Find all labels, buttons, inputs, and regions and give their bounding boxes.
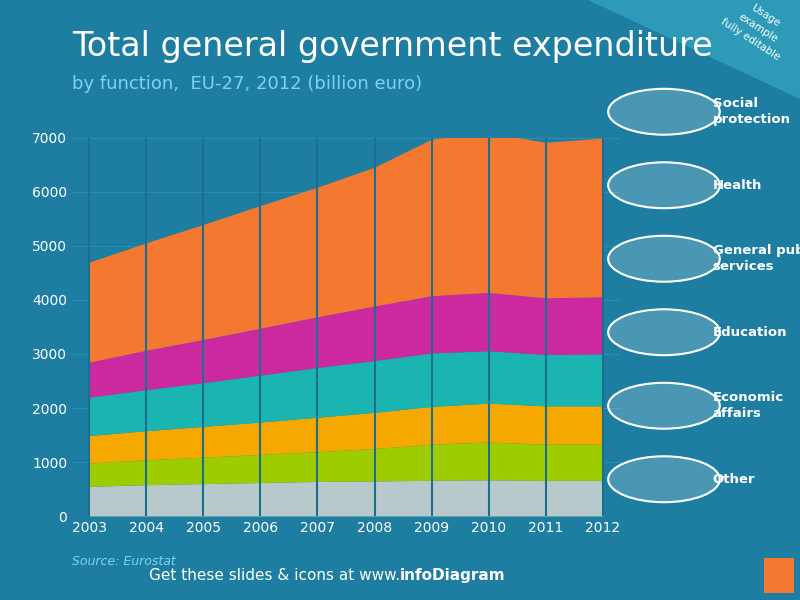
Text: by function,  EU-27, 2012 (billion euro): by function, EU-27, 2012 (billion euro): [72, 75, 422, 93]
Text: General public
services: General public services: [713, 244, 800, 273]
Text: Total general government expenditure: Total general government expenditure: [72, 30, 713, 63]
Circle shape: [608, 89, 720, 134]
Text: Health: Health: [713, 179, 762, 192]
Text: Get these slides & icons at www.: Get these slides & icons at www.: [149, 568, 400, 583]
Text: Usage
example
fully editable: Usage example fully editable: [718, 0, 797, 62]
Circle shape: [608, 236, 720, 281]
Circle shape: [608, 163, 720, 208]
Text: infoDiagram: infoDiagram: [400, 568, 506, 583]
Polygon shape: [588, 0, 800, 99]
Bar: [764, 558, 794, 593]
Text: Social
protection: Social protection: [713, 97, 790, 126]
Text: Other: Other: [713, 473, 755, 486]
Text: Economic
affairs: Economic affairs: [713, 391, 784, 420]
Text: Source: Eurostat: Source: Eurostat: [72, 555, 176, 568]
Circle shape: [608, 457, 720, 502]
Circle shape: [608, 310, 720, 355]
Text: Education: Education: [713, 326, 787, 339]
Circle shape: [608, 383, 720, 428]
